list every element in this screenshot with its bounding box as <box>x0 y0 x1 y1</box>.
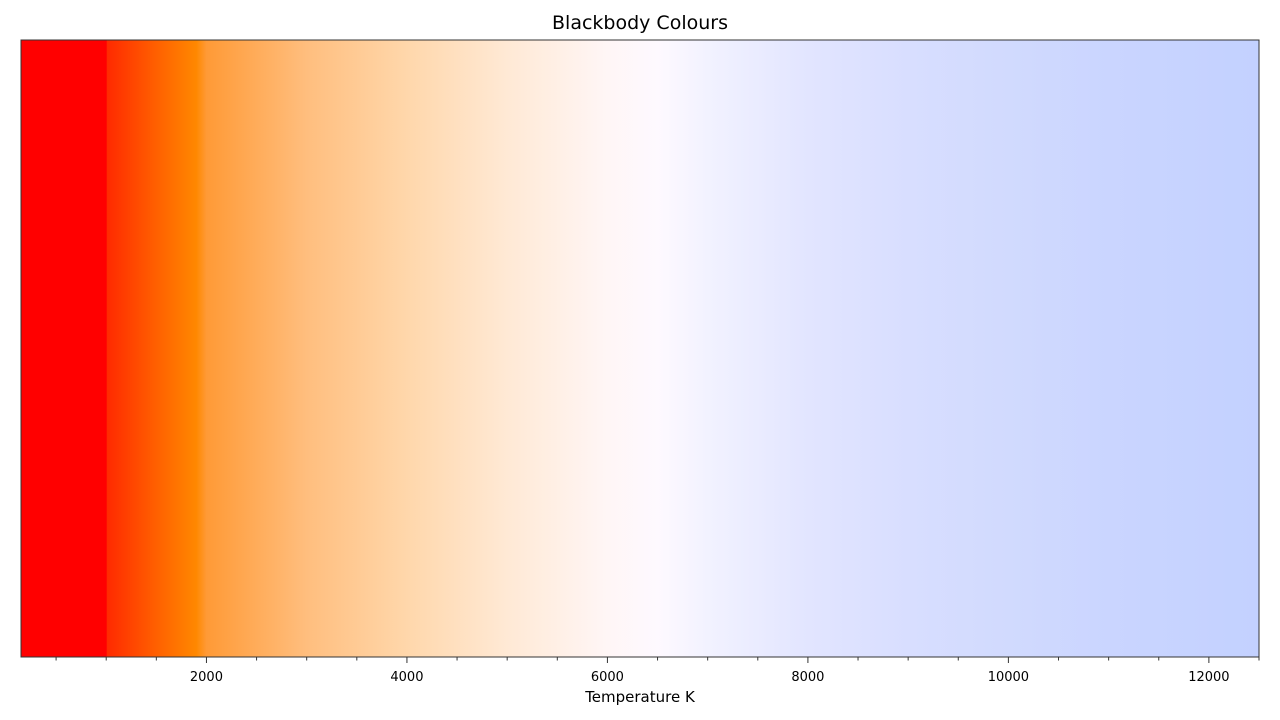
tick-label-4000: 4000 <box>390 670 423 685</box>
x-axis-tick-labels: 2000 4000 6000 8000 10000 12000 <box>190 670 1230 685</box>
tick-label-10000: 10000 <box>988 670 1029 685</box>
colour-band <box>21 40 1259 657</box>
tick-label-6000: 6000 <box>591 670 624 685</box>
chart-title: Blackbody Colours <box>552 12 728 34</box>
x-axis-label: Temperature K <box>584 688 696 706</box>
x-axis-ticks <box>55 657 1260 663</box>
plot-frame <box>20 39 1260 658</box>
tick-label-8000: 8000 <box>791 670 824 685</box>
tick-label-12000: 12000 <box>1188 670 1229 685</box>
tick-label-2000: 2000 <box>190 670 223 685</box>
